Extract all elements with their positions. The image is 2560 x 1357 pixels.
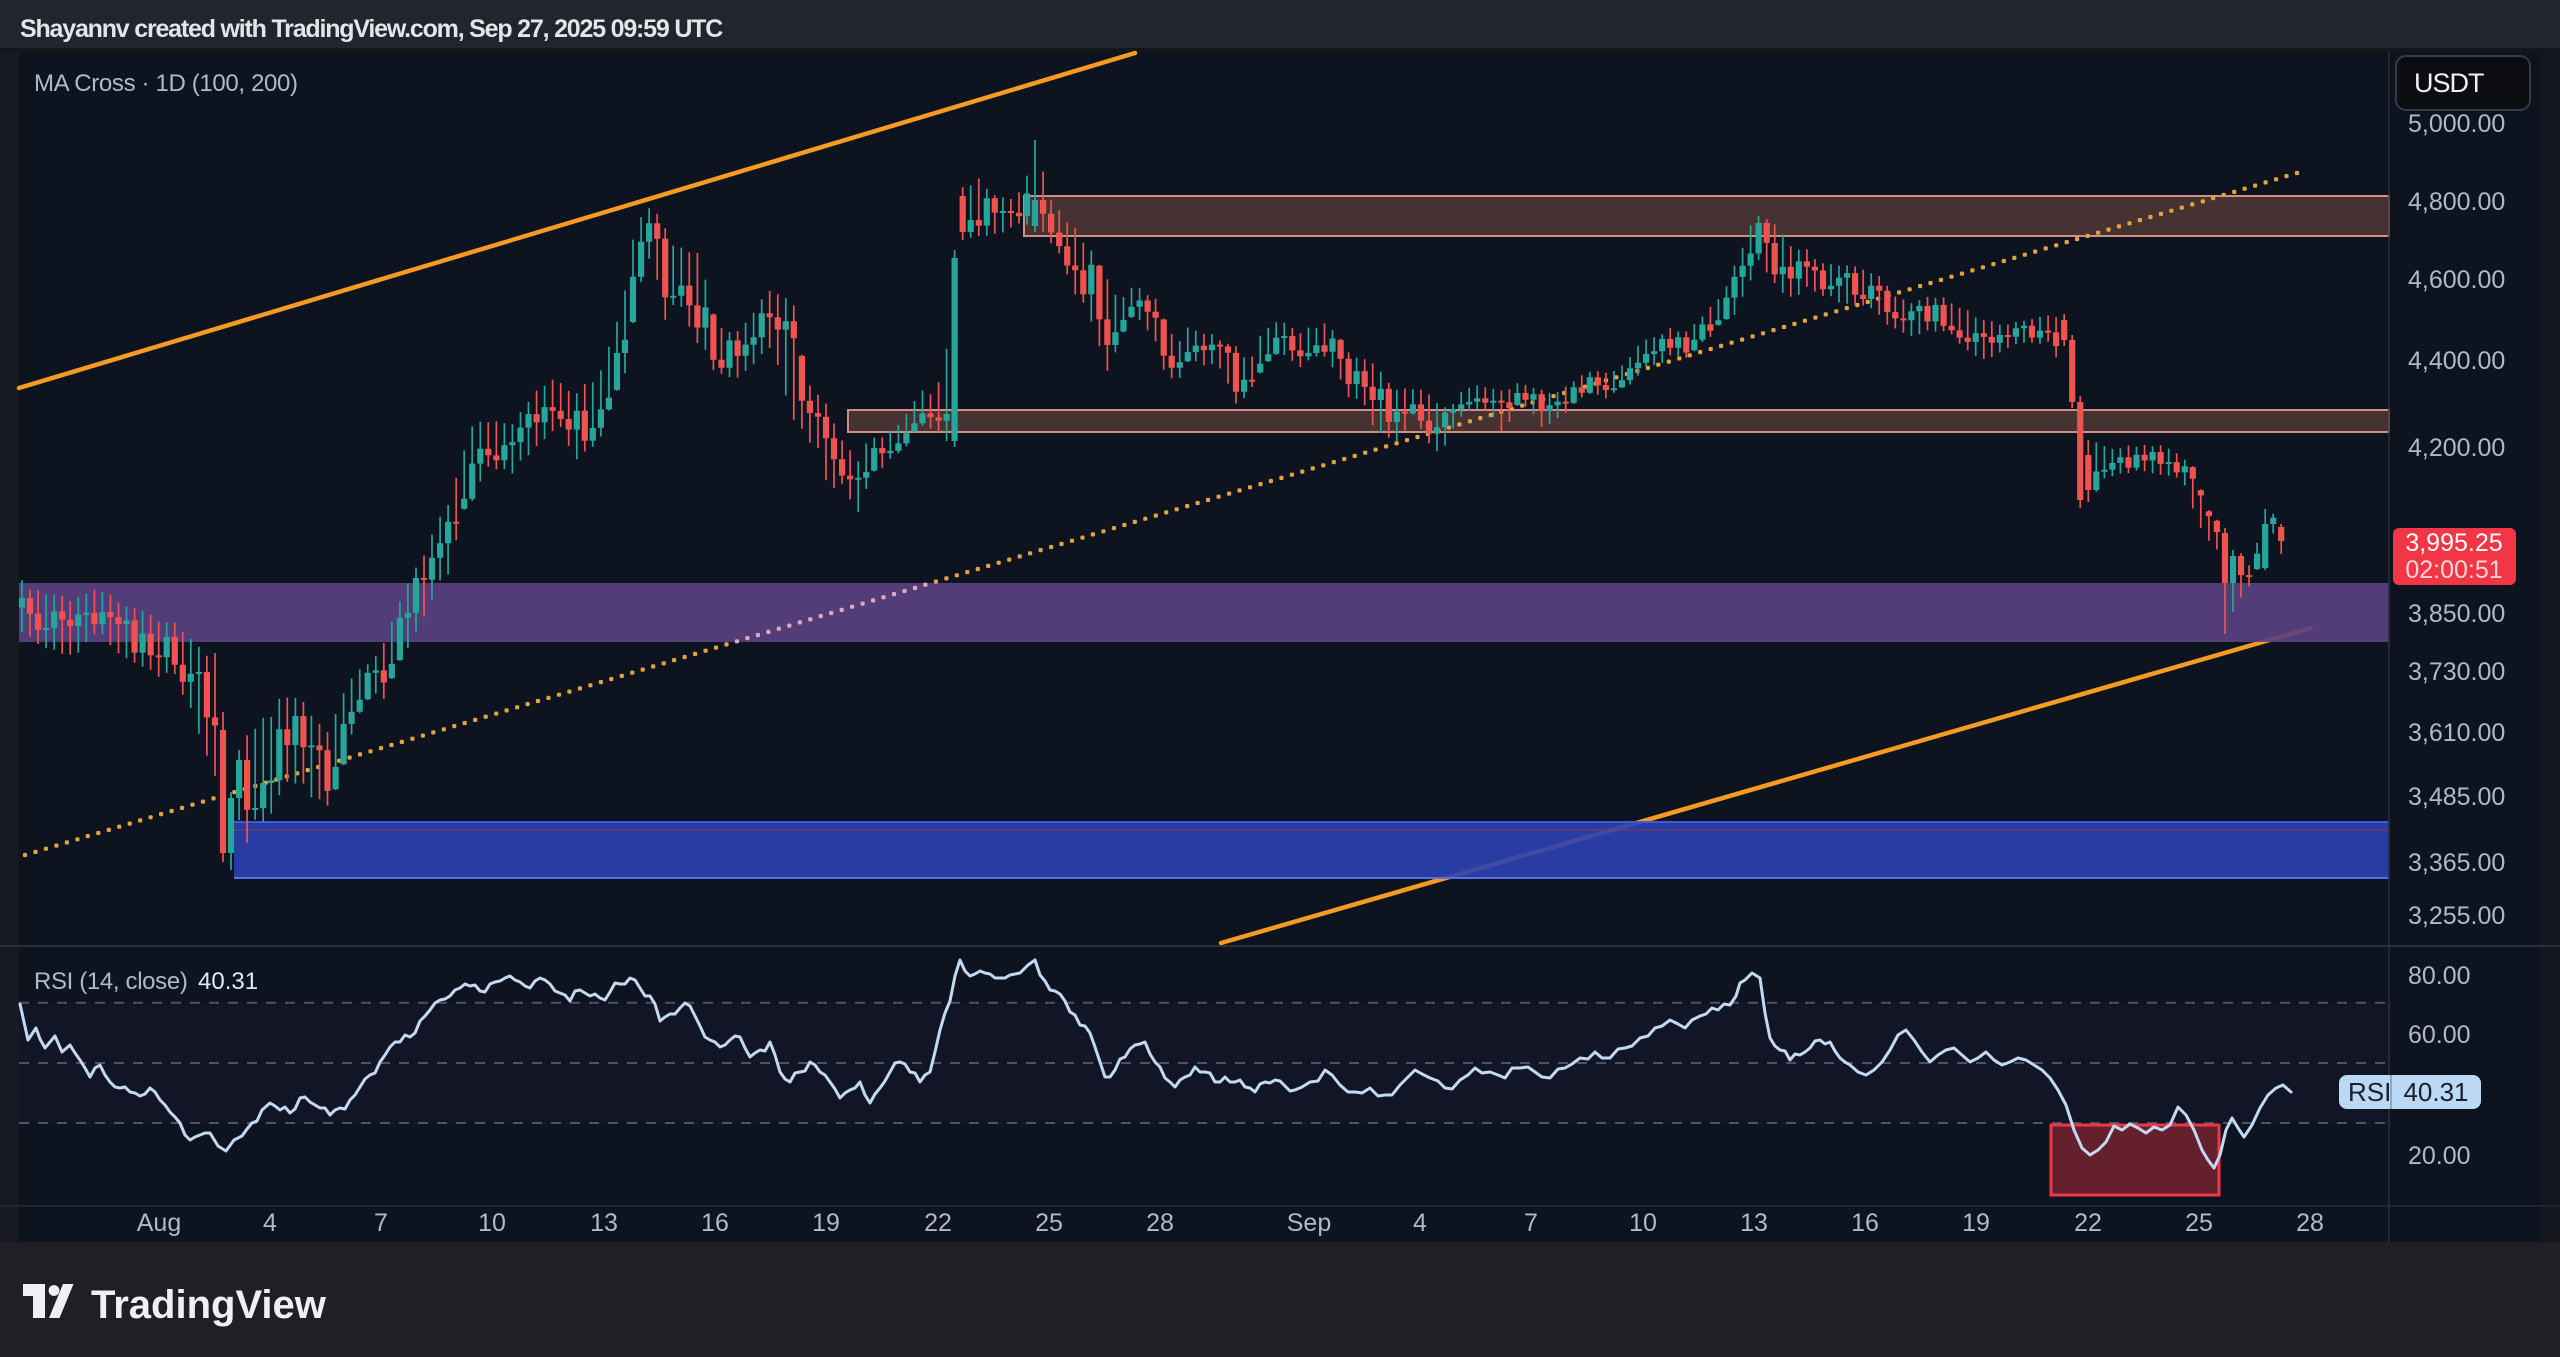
svg-text:3,995.25: 3,995.25	[2405, 529, 2502, 557]
svg-text:10: 10	[478, 1209, 506, 1237]
svg-text:MA Cross · 1D (100, 200): MA Cross · 1D (100, 200)	[34, 70, 298, 97]
svg-text:7: 7	[1524, 1209, 1538, 1237]
svg-text:3,730.00: 3,730.00	[2408, 658, 2505, 686]
svg-text:40.31: 40.31	[198, 968, 258, 995]
svg-text:22: 22	[2074, 1209, 2102, 1237]
svg-text:4,400.00: 4,400.00	[2408, 347, 2505, 375]
svg-text:19: 19	[1962, 1209, 1990, 1237]
svg-text:3,485.00: 3,485.00	[2408, 783, 2505, 811]
svg-text:RSI: RSI	[2348, 1077, 2391, 1107]
svg-text:20.00: 20.00	[2408, 1142, 2471, 1170]
svg-text:80.00: 80.00	[2408, 962, 2471, 990]
svg-text:RSI (14, close): RSI (14, close)	[34, 968, 187, 995]
svg-text:Sep: Sep	[1287, 1209, 1331, 1237]
svg-text:USDT: USDT	[2414, 68, 2484, 98]
svg-text:4: 4	[1413, 1209, 1427, 1237]
svg-text:02:00:51: 02:00:51	[2405, 556, 2502, 584]
svg-text:4,800.00: 4,800.00	[2408, 188, 2505, 216]
svg-text:TradingView: TradingView	[91, 1283, 327, 1327]
svg-text:16: 16	[1851, 1209, 1879, 1237]
svg-text:28: 28	[2296, 1209, 2324, 1237]
svg-text:3,610.00: 3,610.00	[2408, 719, 2505, 747]
svg-text:40.31: 40.31	[2403, 1077, 2468, 1107]
svg-text:Aug: Aug	[137, 1209, 181, 1237]
svg-text:4,600.00: 4,600.00	[2408, 266, 2505, 294]
svg-text:60.00: 60.00	[2408, 1021, 2471, 1049]
svg-text:13: 13	[1740, 1209, 1768, 1237]
svg-text:10: 10	[1629, 1209, 1657, 1237]
svg-text:7: 7	[374, 1209, 388, 1237]
svg-text:5,000.00: 5,000.00	[2408, 110, 2505, 138]
svg-text:28: 28	[1146, 1209, 1174, 1237]
svg-text:4: 4	[263, 1209, 277, 1237]
svg-text:3,365.00: 3,365.00	[2408, 849, 2505, 877]
svg-text:16: 16	[701, 1209, 729, 1237]
svg-text:3,850.00: 3,850.00	[2408, 600, 2505, 628]
svg-text:3,255.00: 3,255.00	[2408, 902, 2505, 930]
svg-text:Shayannv created with TradingV: Shayannv created with TradingView.com, S…	[20, 15, 723, 43]
svg-text:22: 22	[924, 1209, 952, 1237]
svg-text:25: 25	[1035, 1209, 1063, 1237]
svg-text:19: 19	[812, 1209, 840, 1237]
svg-text:4,200.00: 4,200.00	[2408, 434, 2505, 462]
svg-text:25: 25	[2185, 1209, 2213, 1237]
svg-text:13: 13	[590, 1209, 618, 1237]
